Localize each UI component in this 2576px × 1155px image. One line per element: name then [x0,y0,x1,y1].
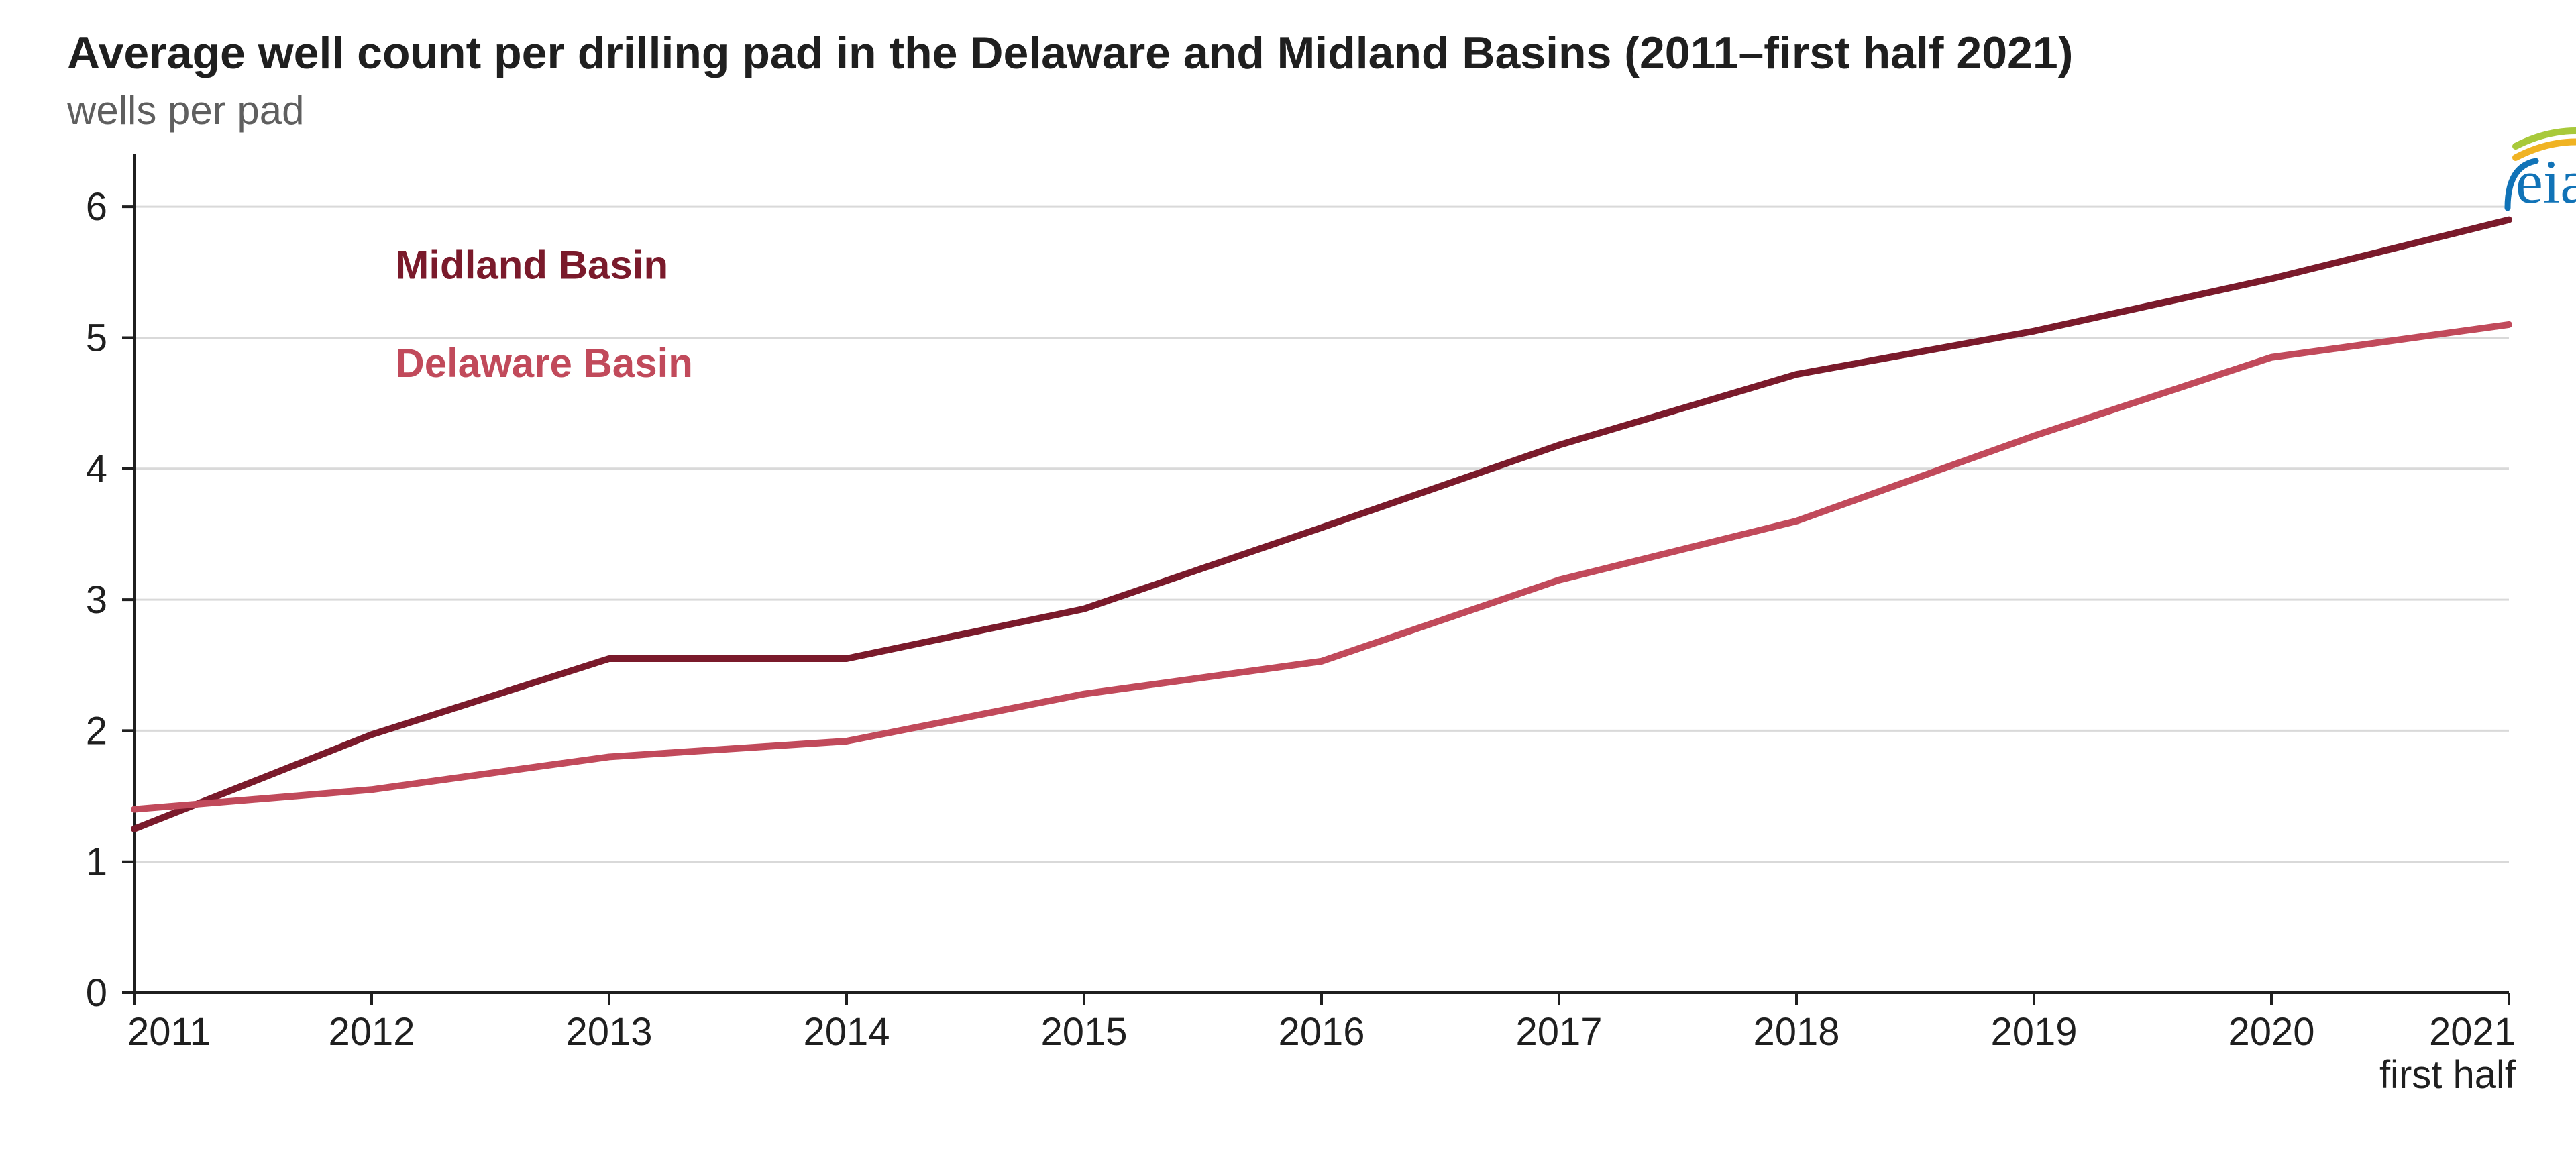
x-tick-label: 2018 [1753,1010,1839,1054]
x-tick-sublabel: first half [2379,1053,2516,1097]
series-line [134,325,2509,810]
eia-logo-text: eia [2516,148,2576,215]
x-tick-label: 2014 [803,1010,890,1054]
y-tick-label: 1 [86,840,107,884]
x-tick-label: 2015 [1040,1010,1127,1054]
x-tick-label: 2016 [1278,1010,1364,1054]
chart-container: Average well count per drilling pad in t… [0,0,2576,1155]
x-tick-label: 2011 [127,1010,211,1054]
series-legend-label: Midland Basin [395,243,668,288]
series-line [134,220,2509,829]
y-tick-label: 3 [86,578,107,622]
y-tick-label: 6 [86,185,107,229]
x-tick-label: 2017 [1515,1010,1602,1054]
chart-svg: 0 1 2 3 4 5 6 2011 2012 2013 2014 2015 2016 2017 2018 2… [0,0,2576,1155]
x-tick-label: 2019 [1990,1010,2077,1054]
y-tick-label: 0 [86,971,107,1015]
y-tick-label: 2 [86,709,107,753]
x-tick-label: 2012 [328,1010,415,1054]
y-tick-label: 5 [86,316,107,360]
series-legend-label: Delaware Basin [395,341,693,386]
x-tick-label: 2013 [566,1010,652,1054]
y-tick-label: 4 [86,447,107,491]
x-tick-label: 2021 [2429,1010,2516,1054]
x-tick-label: 2020 [2228,1010,2314,1054]
